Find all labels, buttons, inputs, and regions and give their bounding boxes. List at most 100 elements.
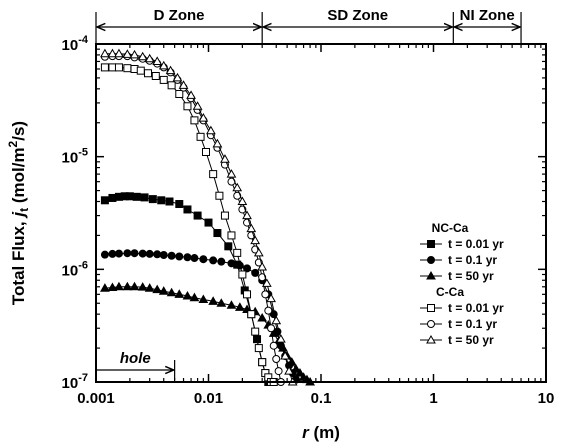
circle-marker	[145, 249, 154, 258]
square-marker	[247, 310, 256, 319]
triangle-marker	[257, 261, 268, 271]
circle-marker	[130, 249, 139, 258]
x-tick-label: 0.01	[194, 390, 223, 407]
triangle-marker	[158, 60, 169, 70]
triangle-marker	[129, 281, 140, 291]
legend-entry: t = 50 yr	[448, 269, 494, 283]
circle-marker	[264, 306, 273, 315]
triangle-marker	[266, 293, 276, 303]
circle-marker	[227, 259, 236, 268]
triangle-marker	[242, 210, 252, 220]
square-marker	[251, 327, 260, 336]
triangle-marker	[234, 302, 245, 311]
circle-marker	[274, 367, 283, 376]
triangle-marker	[122, 281, 133, 291]
square-marker	[233, 248, 242, 257]
square-marker	[175, 200, 184, 209]
square-marker	[140, 193, 149, 202]
triangle-marker	[152, 284, 163, 294]
square-marker	[254, 344, 263, 353]
triangle-marker	[189, 292, 200, 302]
x-tick-label: 0.1	[311, 390, 332, 407]
triangle-marker	[426, 334, 436, 344]
square-marker	[175, 89, 184, 98]
circle-marker	[153, 250, 162, 259]
y-axis: 10-4 10-5 10-6 10-7	[62, 34, 546, 392]
zone-label: SD Zone	[327, 7, 388, 24]
square-marker	[201, 148, 210, 157]
square-marker	[213, 229, 222, 238]
triangle-marker	[174, 289, 185, 298]
square-marker	[165, 197, 174, 206]
circle-marker	[138, 249, 147, 258]
circle-marker	[258, 273, 267, 282]
circle-marker	[267, 324, 276, 333]
triangle-marker	[186, 90, 196, 99]
hole-annotation: hole	[96, 350, 176, 380]
square-marker	[224, 242, 233, 251]
triangle-marker	[198, 113, 209, 122]
triangle-marker	[212, 138, 223, 148]
triangle-marker	[144, 283, 155, 292]
legend-entry: t = 0.1 yr	[448, 253, 497, 267]
square-marker	[427, 240, 435, 248]
square-marker	[196, 132, 205, 141]
circle-marker	[183, 253, 192, 262]
square-marker	[157, 196, 166, 205]
square-marker	[144, 69, 153, 78]
triangle-marker	[216, 298, 227, 307]
triangle-marker	[166, 287, 177, 297]
square-marker	[151, 71, 160, 80]
circle-marker	[261, 290, 270, 299]
triangle-marker	[137, 282, 148, 291]
series-layer	[100, 48, 315, 386]
circle-marker	[100, 250, 109, 259]
triangle-marker	[276, 334, 286, 343]
triangle-marker	[107, 48, 118, 58]
legend-entry: t = 0.01 yr	[448, 301, 504, 315]
square-marker	[100, 196, 109, 205]
square-marker	[114, 63, 123, 72]
square-marker	[220, 211, 229, 220]
square-marker	[427, 304, 435, 312]
square-marker	[123, 64, 132, 73]
triangle-marker	[257, 312, 268, 322]
triangle-marker	[250, 235, 261, 245]
legend-group-title: NC-Ca	[432, 221, 469, 235]
circle-marker	[209, 256, 218, 265]
triangle-marker	[253, 247, 264, 257]
triangle-marker	[220, 154, 230, 163]
triangle-marker	[137, 51, 148, 61]
square-marker	[193, 211, 202, 220]
circle-marker	[243, 264, 252, 273]
triangle-marker	[192, 101, 203, 110]
triangle-marker	[144, 53, 155, 63]
legend-entry: t = 0.1 yr	[448, 317, 497, 331]
circle-marker	[175, 252, 184, 261]
circle-marker	[114, 249, 123, 258]
triangle-marker	[286, 357, 297, 366]
circle-marker	[167, 251, 176, 260]
series-5	[100, 48, 298, 386]
triangle-marker	[271, 315, 282, 325]
square-marker	[258, 358, 267, 367]
square-marker	[243, 290, 252, 299]
triangle-marker	[295, 368, 305, 377]
square-marker	[215, 191, 224, 200]
hole-label: hole	[120, 350, 151, 367]
square-marker	[209, 170, 218, 179]
circle-marker	[272, 355, 281, 364]
circle-marker	[159, 251, 168, 260]
triangle-marker	[129, 49, 140, 59]
legend-group-title: C-Ca	[436, 285, 464, 299]
square-marker	[132, 192, 141, 201]
triangle-marker	[165, 65, 176, 75]
square-marker	[183, 205, 192, 214]
square-marker	[148, 195, 157, 204]
x-tick-label: 1	[429, 390, 437, 407]
square-marker	[227, 231, 236, 240]
circle-marker	[108, 249, 117, 258]
y-tick-label: 10-4	[62, 34, 89, 54]
triangle-marker	[178, 80, 189, 89]
